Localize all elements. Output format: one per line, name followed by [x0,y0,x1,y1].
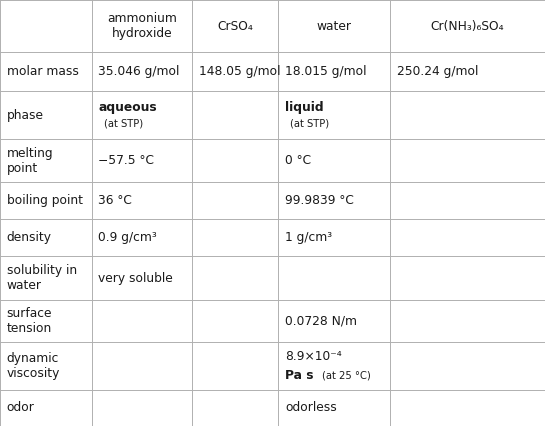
Text: odorless: odorless [285,401,337,414]
Text: odor: odor [7,401,34,414]
Text: 0.9 g/cm³: 0.9 g/cm³ [98,231,157,244]
Text: 18.015 g/mol: 18.015 g/mol [285,65,367,78]
Text: 35.046 g/mol: 35.046 g/mol [98,65,179,78]
Text: very soluble: very soluble [98,272,173,285]
Text: Cr(NH₃)₆SO₄: Cr(NH₃)₆SO₄ [431,20,505,33]
Text: solubility in
water: solubility in water [7,264,77,292]
Text: 250.24 g/mol: 250.24 g/mol [397,65,478,78]
Text: surface
tension: surface tension [7,307,52,335]
Text: (at STP): (at STP) [104,119,143,129]
Text: (at 25 °C): (at 25 °C) [322,370,371,380]
Text: 0 °C: 0 °C [285,154,311,167]
Text: aqueous: aqueous [98,101,157,114]
Text: ammonium
hydroxide: ammonium hydroxide [107,12,177,40]
Text: molar mass: molar mass [7,65,78,78]
Text: water: water [317,20,352,33]
Text: −57.5 °C: −57.5 °C [98,154,154,167]
Text: 99.9839 °C: 99.9839 °C [285,194,354,207]
Text: CrSO₄: CrSO₄ [217,20,253,33]
Text: 0.0728 N/m: 0.0728 N/m [285,314,357,327]
Text: liquid: liquid [285,101,324,114]
Text: 36 °C: 36 °C [98,194,132,207]
Text: 8.9×10⁻⁴: 8.9×10⁻⁴ [285,350,342,363]
Text: Pa s: Pa s [285,369,313,382]
Text: 148.05 g/mol: 148.05 g/mol [199,65,281,78]
Text: boiling point: boiling point [7,194,82,207]
Text: phase: phase [7,109,44,122]
Text: 1 g/cm³: 1 g/cm³ [285,231,332,244]
Text: density: density [7,231,52,244]
Text: dynamic
viscosity: dynamic viscosity [7,352,60,380]
Text: (at STP): (at STP) [290,119,330,129]
Text: melting
point: melting point [7,147,53,175]
